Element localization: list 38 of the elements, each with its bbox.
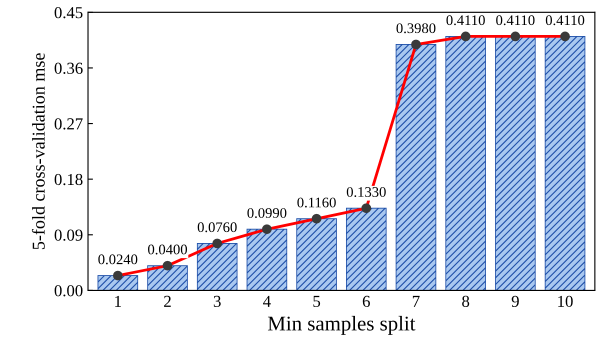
y-tick-label: 0.18 [54,174,83,186]
y-axis-title: 5-fold cross-validation mse [32,53,45,250]
y-tick-label: 0.00 [54,285,83,296]
x-tick-label: 2 [164,296,171,307]
x-tick-label: 9 [512,296,519,307]
bar [147,265,188,290]
x-tick-label: 6 [362,296,370,307]
text: 0.4110 [546,15,584,26]
bar [445,36,486,290]
y-tick-label: 0.36 [54,62,83,74]
bar [246,228,288,290]
x-tick-label: 5 [313,296,320,307]
y-tick-label: 0.45 [54,7,83,18]
bar [196,243,238,290]
x-tick-label: 1 [115,296,121,307]
bar [296,218,337,290]
text: 0.3980 [396,23,436,34]
x-tick-label: 10 [558,296,573,307]
bar [98,275,138,290]
text: 0.0990 [247,208,286,218]
x-axis-title: Min samples split [268,316,416,335]
x-tick-label: 7 [412,296,420,307]
bar [495,36,536,290]
text: 0.1160 [297,198,336,208]
bar [346,208,387,290]
text: 0.4110 [446,15,485,26]
x-tick-label: 3 [214,296,221,307]
text: 0.1330 [346,187,386,197]
text: 0.0400 [148,244,188,254]
bar [396,44,436,290]
text: 0.0240 [98,254,138,264]
text: 0.4110 [496,15,535,26]
text: 0.0760 [198,222,237,232]
bar [544,36,586,290]
y-tick-label: 0.09 [54,229,82,241]
x-tick-label: 8 [462,296,470,307]
x-tick-label: 4 [263,296,271,307]
y-tick-label: 0.27 [54,118,83,130]
